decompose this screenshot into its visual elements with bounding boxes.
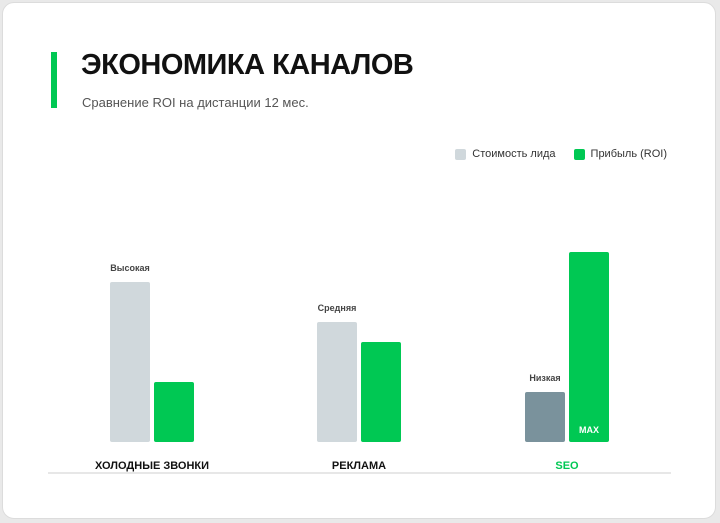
legend-swatch-cost (455, 148, 467, 160)
legend-item-cost: Стоимость лида (455, 148, 556, 160)
legend-swatch-profit (573, 148, 585, 160)
chart-legend: Стоимость лида Прибыль (ROI) (455, 148, 667, 160)
legend-item-profit: Прибыль (ROI) (573, 148, 667, 160)
bar-profit-2 (569, 252, 609, 442)
x-tick-label-0: ХОЛОДНЫЕ ЗВОНКИ (95, 460, 209, 472)
bar-cost-2 (525, 392, 565, 442)
x-tick-label-2: SEO (555, 460, 579, 472)
bar-profit-1 (361, 342, 401, 442)
title-accent-bar (51, 52, 57, 108)
bar-profit-0 (154, 382, 194, 442)
data-label-cost-1: Средняя (318, 303, 357, 313)
legend-label-cost: Стоимость лида (472, 148, 556, 160)
bar-cost-1 (317, 322, 357, 442)
data-label-cost-2: Низкая (529, 373, 560, 383)
bar-cost-0 (110, 282, 150, 442)
data-label-profit-2: MAX (579, 425, 599, 435)
x-tick-label-1: РЕКЛАМА (332, 460, 386, 472)
data-label-cost-0: Высокая (110, 263, 149, 273)
page-title: ЭКОНОМИКА КАНАЛОВ (81, 49, 414, 81)
legend-label-profit: Прибыль (ROI) (590, 148, 667, 160)
page-subtitle: Сравнение ROI на дистанции 12 мес. (82, 95, 309, 110)
